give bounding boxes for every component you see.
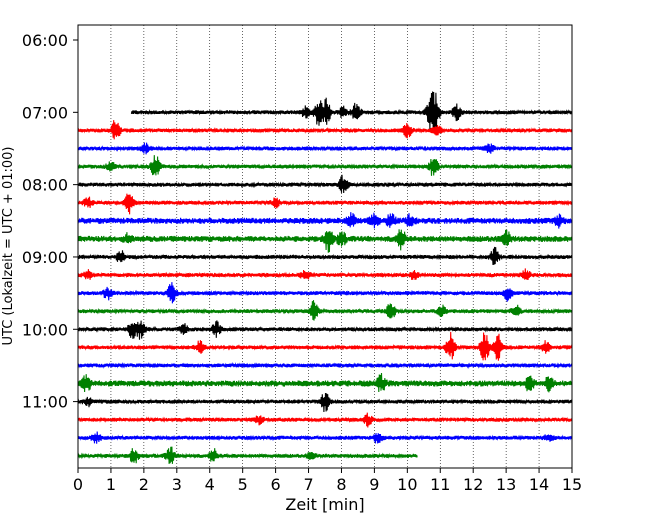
trace-0815 [77, 193, 573, 215]
y-tick-label-0: 06:00 [22, 31, 68, 50]
x-tick-label-15: 15 [562, 475, 582, 494]
x-tick-label-12: 12 [463, 475, 483, 494]
trace-0930 [77, 282, 573, 304]
x-axis-title: Zeit [min] [285, 495, 364, 514]
y-axis-ticks: 06:00 07:00 08:00 09:00 10:00 11:00 [22, 31, 78, 412]
trace-1115 [77, 412, 573, 428]
x-tick-label-3: 3 [172, 475, 182, 494]
trace-1015 [77, 331, 573, 361]
x-tick-label-4: 4 [205, 475, 215, 494]
trace-1100 [77, 392, 573, 413]
y-tick-label-5: 11:00 [22, 393, 68, 412]
trace-0915 [77, 268, 573, 280]
trace-0845 [77, 229, 573, 253]
x-axis-ticks: 0 1 2 3 4 5 6 7 8 9 10 11 12 13 14 15 [73, 468, 582, 494]
trace-1045 [77, 372, 573, 393]
x-tick-label-6: 6 [271, 475, 281, 494]
trace-0730 [77, 142, 573, 155]
y-tick-label-1: 07:00 [22, 103, 68, 122]
trace-0700 [130, 91, 573, 132]
trace-0715 [77, 120, 573, 140]
grid-lines [110, 25, 540, 468]
y-tick-label-4: 10:00 [22, 320, 68, 339]
y-tick-label-2: 08:00 [22, 176, 68, 195]
x-tick-label-0: 0 [73, 475, 83, 494]
x-tick-label-8: 8 [336, 475, 346, 494]
trace-1030 [77, 361, 573, 369]
x-tick-label-2: 2 [139, 475, 149, 494]
x-tick-label-5: 5 [238, 475, 248, 494]
trace-0945 [77, 300, 573, 321]
x-tick-label-9: 9 [369, 475, 379, 494]
x-tick-label-13: 13 [496, 475, 516, 494]
trace-0800 [77, 174, 573, 194]
x-tick-label-11: 11 [430, 475, 450, 494]
trace-1000 [77, 320, 573, 340]
plot-frame [77, 24, 573, 469]
trace-group [77, 91, 573, 464]
x-tick-label-7: 7 [303, 475, 313, 494]
trace-1145 [77, 446, 418, 464]
y-tick-label-3: 09:00 [22, 248, 68, 267]
trace-0745 [77, 155, 573, 176]
x-tick-label-1: 1 [106, 475, 116, 494]
trace-0830 [77, 212, 573, 229]
x-tick-label-10: 10 [397, 475, 417, 494]
y-axis-title: UTC (Lokalzeit = UTC + 01:00) [1, 147, 16, 346]
trace-1130 [77, 431, 573, 444]
x-tick-label-14: 14 [529, 475, 549, 494]
trace-0900 [77, 246, 573, 266]
